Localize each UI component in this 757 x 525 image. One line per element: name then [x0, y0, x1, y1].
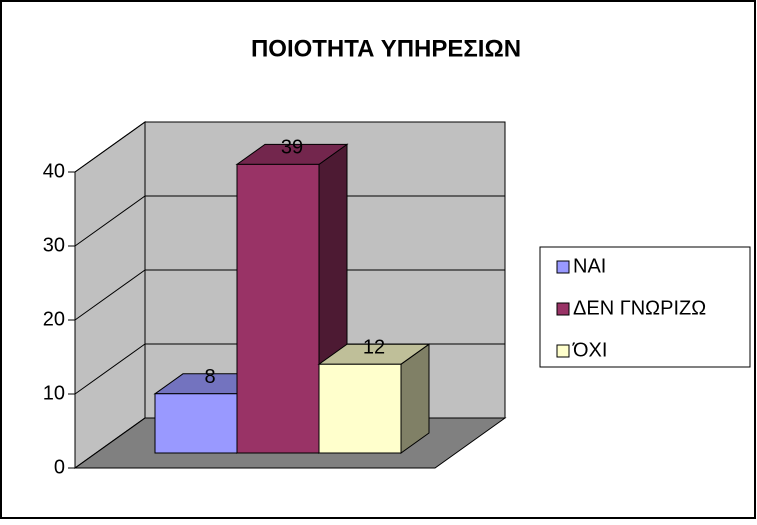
- legend-swatch: [556, 302, 570, 316]
- legend-label: ΔΕΝ ΓΝΩΡΙΖΩ: [573, 297, 706, 319]
- y-tick-label: 0: [54, 456, 65, 478]
- y-tick-label: 20: [43, 308, 65, 330]
- legend-swatch: [556, 260, 570, 274]
- data-label: 12: [363, 336, 385, 358]
- data-label: 39: [281, 137, 303, 159]
- data-label: 8: [204, 366, 215, 388]
- grid-line: [74, 269, 505, 321]
- bar: [154, 393, 238, 454]
- legend-label: NAI: [573, 255, 606, 277]
- y-tick-label: 30: [43, 234, 65, 256]
- grid-line: [74, 195, 505, 247]
- chart-title: ΠΟΙΟΤΗΤΑ ΥΠΗΡΕΣΙΩΝ: [251, 35, 521, 62]
- bar: [318, 363, 402, 454]
- bar: [236, 163, 320, 454]
- legend-label: ΌΧΙ: [572, 339, 607, 361]
- grid-line: [74, 121, 505, 173]
- y-tick-label: 10: [43, 382, 65, 404]
- legend: [539, 246, 751, 368]
- y-tick-label: 40: [43, 160, 65, 182]
- legend-swatch: [556, 344, 570, 358]
